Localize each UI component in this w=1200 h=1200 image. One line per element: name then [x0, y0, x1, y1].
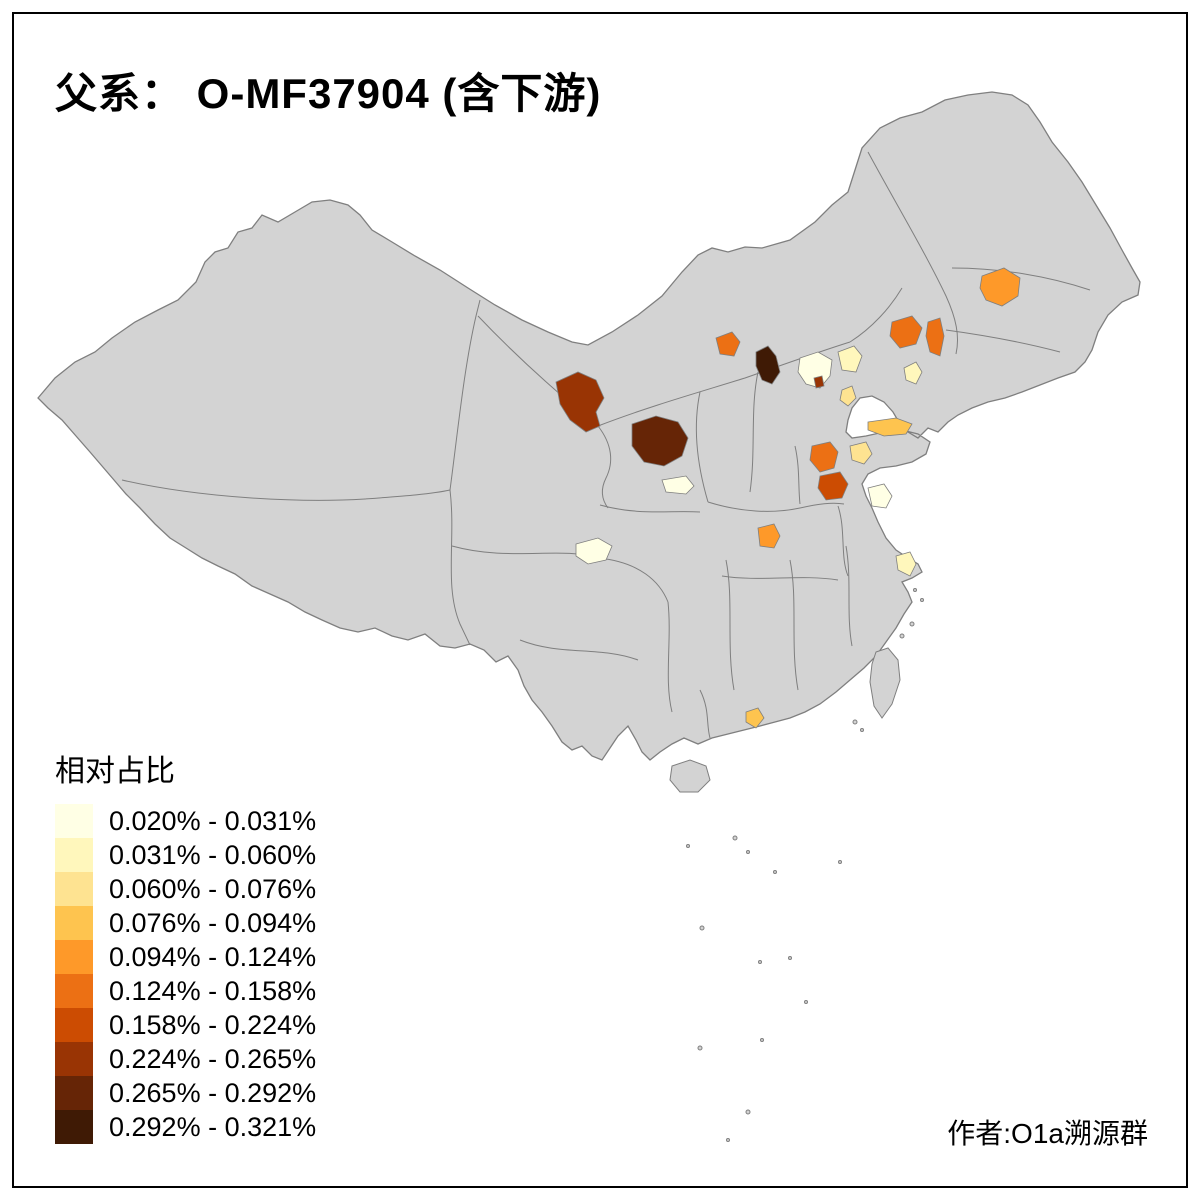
legend-swatch: [55, 906, 93, 940]
map-region: [849, 441, 873, 465]
map-region: [631, 415, 689, 467]
legend-swatch: [55, 804, 93, 838]
legend-item: 0.020% - 0.031%: [55, 804, 316, 838]
legend-item: 0.060% - 0.076%: [55, 872, 316, 906]
legend-swatch: [55, 1008, 93, 1042]
legend-item: 0.292% - 0.321%: [55, 1110, 316, 1144]
legend: 相对占比 0.020% - 0.031% 0.031% - 0.060% 0.0…: [55, 746, 316, 1144]
legend-item: 0.224% - 0.265%: [55, 1042, 316, 1076]
map-region: [575, 537, 613, 565]
legend-item: 0.124% - 0.158%: [55, 974, 316, 1008]
map-region: [715, 331, 741, 357]
legend-item: 0.076% - 0.094%: [55, 906, 316, 940]
legend-label: 0.224% - 0.265%: [109, 1043, 317, 1074]
legend-label: 0.292% - 0.321%: [109, 1111, 317, 1142]
map-region: [867, 417, 913, 437]
legend-swatch: [55, 1042, 93, 1076]
map-region: [895, 551, 917, 577]
map-region: [903, 361, 923, 385]
map-region: [809, 441, 839, 473]
legend-label: 0.094% - 0.124%: [109, 941, 317, 972]
map-region: [979, 267, 1021, 307]
map-region: [757, 523, 781, 549]
map-region: [839, 385, 857, 407]
map-region: [925, 317, 945, 357]
taiwan-island: [869, 647, 901, 719]
legend-swatch: [55, 1110, 93, 1144]
legend-item: 0.094% - 0.124%: [55, 940, 316, 974]
legend-swatch: [55, 872, 93, 906]
legend-label: 0.158% - 0.224%: [109, 1009, 317, 1040]
legend-label: 0.031% - 0.060%: [109, 839, 317, 870]
hainan-island: [669, 759, 711, 793]
legend-item: 0.158% - 0.224%: [55, 1008, 316, 1042]
province-borders: [121, 151, 1091, 739]
map-region: [837, 345, 863, 373]
attribution: 作者:O1a溯源群: [947, 1118, 1148, 1149]
legend-swatch: [55, 838, 93, 872]
map-region: [797, 351, 833, 389]
map-region: [867, 483, 893, 509]
legend-label: 0.265% - 0.292%: [109, 1077, 317, 1108]
legend-label: 0.076% - 0.094%: [109, 907, 317, 938]
map-region: [755, 345, 781, 385]
legend-item: 0.031% - 0.060%: [55, 838, 316, 872]
highlighted-regions: [555, 267, 1021, 729]
legend-item: 0.265% - 0.292%: [55, 1076, 316, 1110]
plot-title: 父系： O-MF37904 (含下游): [55, 70, 602, 117]
legend-label: 0.020% - 0.031%: [109, 805, 317, 836]
legend-label: 0.060% - 0.076%: [109, 873, 317, 904]
legend-label: 0.124% - 0.158%: [109, 975, 317, 1006]
map-region: [889, 315, 923, 349]
map-region: [817, 471, 849, 501]
map-region: [555, 371, 605, 433]
map-region: [661, 475, 695, 495]
legend-swatch: [55, 1076, 93, 1110]
sea-islands: [686, 588, 924, 1142]
map-region: [745, 707, 765, 729]
legend-swatch: [55, 940, 93, 974]
legend-title: 相对占比: [55, 755, 175, 788]
legend-swatch: [55, 974, 93, 1008]
map-region: [813, 375, 825, 389]
